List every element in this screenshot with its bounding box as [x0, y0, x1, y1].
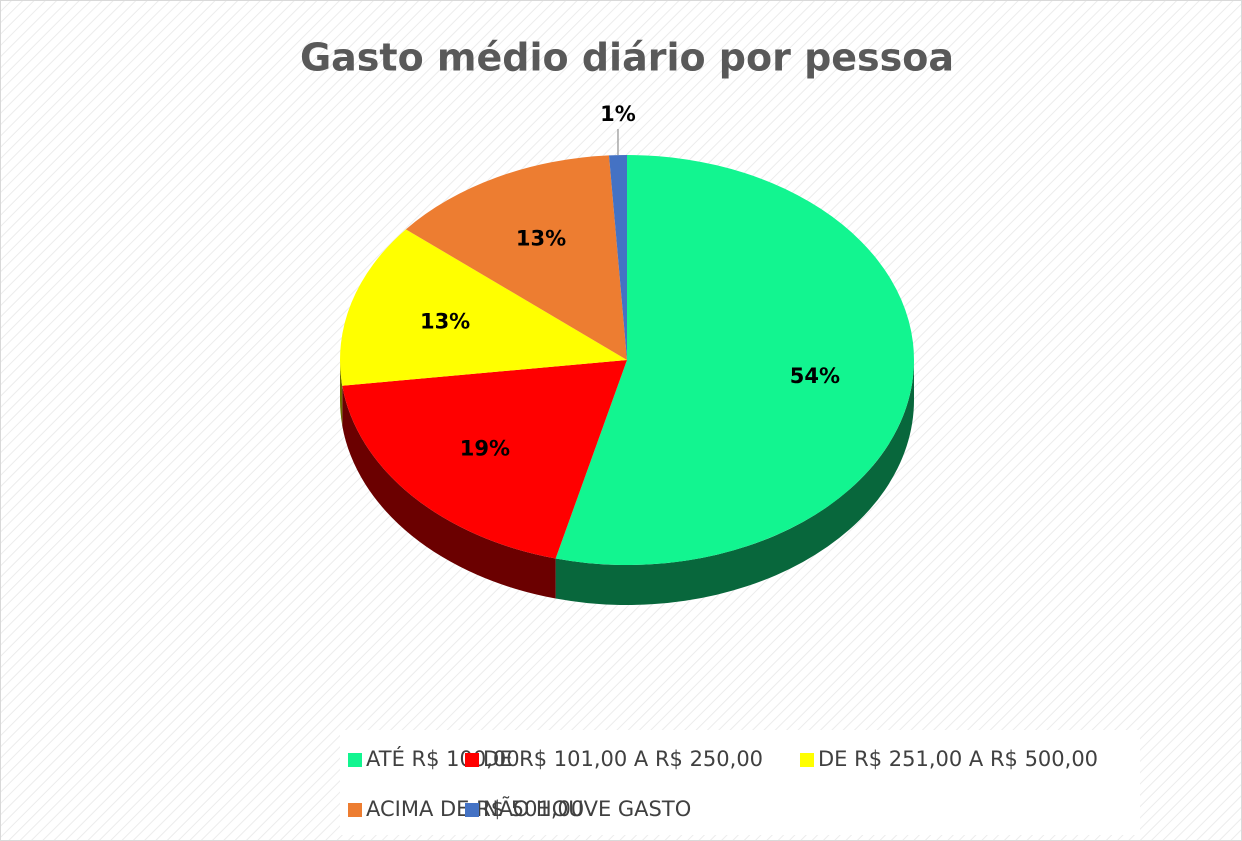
pie-slice	[555, 155, 914, 565]
pie-side	[555, 360, 915, 605]
data-label: 54%	[790, 364, 840, 388]
data-label: 13%	[420, 309, 470, 333]
pie-slice	[340, 229, 627, 386]
legend-box	[340, 730, 1140, 835]
legend-label: DE R$ 251,00 A R$ 500,00	[818, 747, 1098, 771]
legend-swatch	[465, 753, 479, 767]
data-label: 13%	[516, 226, 566, 250]
data-label: 1%	[600, 102, 636, 126]
pie-slice	[608, 155, 627, 360]
pie-slice	[342, 360, 627, 559]
legend-label: NÃO HOUVE GASTO	[483, 795, 691, 821]
pie-side	[340, 360, 343, 426]
pie-side	[342, 385, 556, 599]
pie-slice	[405, 155, 627, 360]
legend-label: ATÉ R$ 100,00	[366, 746, 520, 771]
legend-swatch	[800, 753, 814, 767]
legend-swatch	[465, 803, 479, 817]
data-label: 19%	[460, 436, 510, 460]
legend-swatch	[348, 753, 362, 767]
chart-title: Gasto médio diário por pessoa	[300, 36, 954, 80]
legend-label: DE R$ 101,00 A R$ 250,00	[483, 747, 763, 771]
legend-swatch	[348, 803, 362, 817]
